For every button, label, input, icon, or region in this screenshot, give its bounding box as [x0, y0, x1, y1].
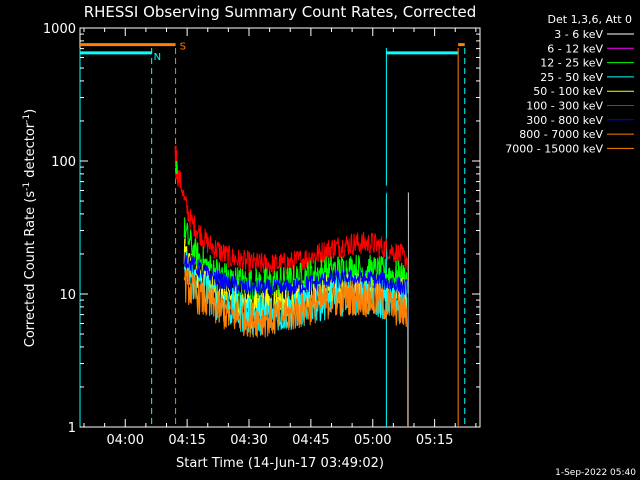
series-line-800to7000keV	[183, 268, 409, 428]
legend-label: 7000 - 15000 keV	[505, 142, 603, 155]
legend-label: 6 - 12 keV	[547, 42, 603, 55]
legend-label: 50 - 100 keV	[533, 85, 603, 98]
legend-header: Det 1,3,6, Att 0	[548, 13, 632, 26]
legend-label: 800 - 7000 keV	[519, 128, 603, 141]
x-tick-label: 04:00	[107, 433, 144, 448]
y-axis-label-sup1: -1	[22, 182, 32, 191]
series-layer	[174, 145, 409, 428]
x-tick-label: 04:45	[292, 433, 329, 448]
x-tick-label: 05:15	[416, 433, 453, 448]
saa-label: S	[180, 42, 186, 53]
night-label: N	[154, 52, 161, 63]
legend-label: 12 - 25 keV	[540, 57, 603, 70]
flags-layer: SN	[79, 42, 466, 427]
axes-layer: 04:00 04:15 04:30 04:45 05:00 05:15 1 10 100 1000	[43, 22, 480, 448]
chart-title: RHESSI Observing Summary Count Rates, Co…	[84, 3, 477, 21]
legend-label: 100 - 300 keV	[526, 100, 603, 113]
y-axis-label-end: )	[23, 109, 38, 114]
legend-label: 3 - 6 keV	[554, 28, 603, 41]
y-axis-label-mid: detector	[23, 122, 38, 182]
x-axis-label: Start Time (14-Jun-17 03:49:02)	[176, 456, 384, 471]
legend-label: 25 - 50 keV	[540, 71, 603, 84]
x-tick-label: 04:15	[168, 433, 205, 448]
y-tick-label: 1000	[43, 22, 76, 37]
y-axis-label-sup2: -1	[22, 114, 32, 123]
legend-label: 300 - 800 keV	[526, 114, 603, 127]
y-tick-label: 10	[59, 288, 76, 303]
y-axis-label-main: Corrected Count Rate (s	[23, 191, 38, 348]
footer-timestamp: 1-Sep-2022 05:40	[555, 468, 636, 478]
y-tick-label: 100	[51, 155, 76, 170]
x-tick-label: 04:30	[230, 433, 267, 448]
series-line-100to300keV	[175, 163, 409, 428]
x-tick-label: 05:00	[354, 433, 391, 448]
y-tick-label: 1	[68, 421, 76, 436]
series-line-3to6keV	[183, 178, 409, 428]
y-axis-label: Corrected Count Rate (s-1 detector-1)	[22, 109, 38, 347]
series-line-300to800keV	[183, 252, 409, 428]
